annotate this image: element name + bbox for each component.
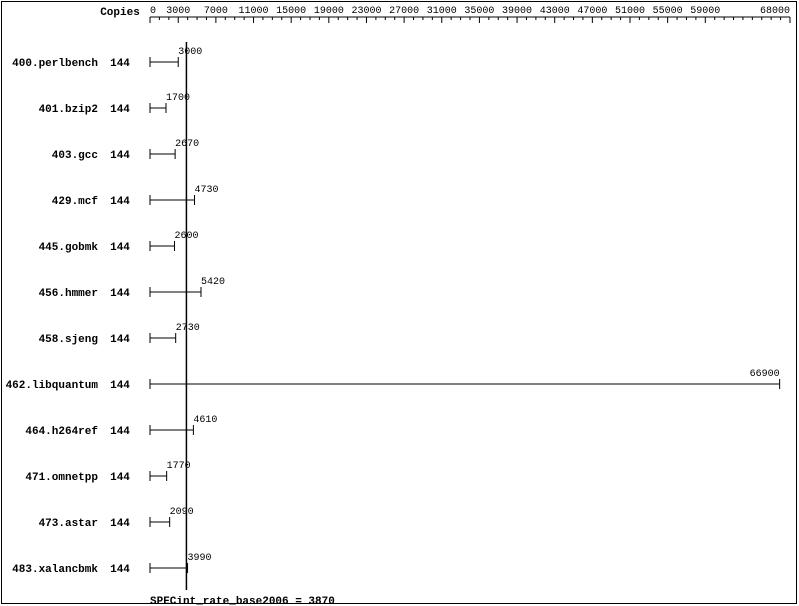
copies-value: 144 bbox=[110, 380, 130, 392]
benchmark-name: 473.astar bbox=[39, 518, 98, 530]
copies-value: 144 bbox=[110, 518, 130, 530]
copies-value: 144 bbox=[110, 288, 130, 300]
bar-value-label: 4610 bbox=[193, 415, 217, 426]
x-axis-tick-label: 39000 bbox=[502, 6, 532, 17]
bar-value-label: 3990 bbox=[188, 553, 212, 564]
x-axis-tick-label: 3000 bbox=[166, 6, 190, 17]
x-axis-tick-label: 11000 bbox=[239, 6, 269, 17]
benchmark-name: 462.libquantum bbox=[6, 380, 99, 392]
copies-value: 144 bbox=[110, 472, 130, 484]
copies-value: 144 bbox=[110, 242, 130, 254]
benchmark-name: 400.perlbench bbox=[12, 58, 98, 70]
bar-value-label: 2090 bbox=[170, 507, 194, 518]
benchmark-name: 456.hmmer bbox=[39, 288, 98, 300]
x-axis-tick-label: 7000 bbox=[204, 6, 228, 17]
bar-value-label: 2730 bbox=[176, 323, 200, 334]
x-axis-tick-label: 19000 bbox=[314, 6, 344, 17]
x-axis-tick-label: 59000 bbox=[690, 6, 720, 17]
benchmark-name: 464.h264ref bbox=[25, 426, 98, 438]
bar-value-label: 3000 bbox=[178, 47, 202, 58]
benchmark-name: 471.omnetpp bbox=[25, 472, 98, 484]
copies-value: 144 bbox=[110, 196, 130, 208]
benchmark-name: 429.mcf bbox=[52, 196, 99, 208]
benchmark-name: 403.gcc bbox=[52, 150, 98, 162]
x-axis-tick-label: 0 bbox=[150, 6, 156, 17]
benchmark-name: 401.bzip2 bbox=[39, 104, 98, 116]
bar-value-label: 5420 bbox=[201, 277, 225, 288]
bar-value-label: 66900 bbox=[750, 369, 780, 380]
copies-value: 144 bbox=[110, 150, 130, 162]
x-axis-tick-label: 35000 bbox=[464, 6, 494, 17]
x-axis-tick-label: 31000 bbox=[427, 6, 457, 17]
benchmark-name: 458.sjeng bbox=[39, 334, 98, 346]
copies-value: 144 bbox=[110, 58, 130, 70]
copies-value: 144 bbox=[110, 334, 130, 346]
x-axis-tick-label: 15000 bbox=[276, 6, 306, 17]
copies-header: Copies bbox=[100, 7, 140, 19]
x-axis-tick-label: 51000 bbox=[615, 6, 645, 17]
benchmark-name: 445.gobmk bbox=[39, 242, 99, 254]
bar-value-label: 4730 bbox=[195, 185, 219, 196]
copies-value: 144 bbox=[110, 426, 130, 438]
copies-value: 144 bbox=[110, 564, 130, 576]
x-axis-tick-label: 27000 bbox=[389, 6, 419, 17]
reference-label: SPECint_rate_base2006 = 3870 bbox=[150, 596, 335, 606]
chart-svg: 0 3000 7000 11000 15000 19000 23000 27000 31000 3… bbox=[0, 0, 799, 606]
x-axis-tick-label: 47000 bbox=[577, 6, 607, 17]
x-axis-tick-label: 43000 bbox=[540, 6, 570, 17]
x-axis-tick-label: 68000 bbox=[760, 6, 790, 17]
benchmark-name: 483.xalancbmk bbox=[12, 564, 98, 576]
x-axis-tick-label: 55000 bbox=[653, 6, 683, 17]
copies-value: 144 bbox=[110, 104, 130, 116]
x-axis-tick-label: 23000 bbox=[351, 6, 381, 17]
